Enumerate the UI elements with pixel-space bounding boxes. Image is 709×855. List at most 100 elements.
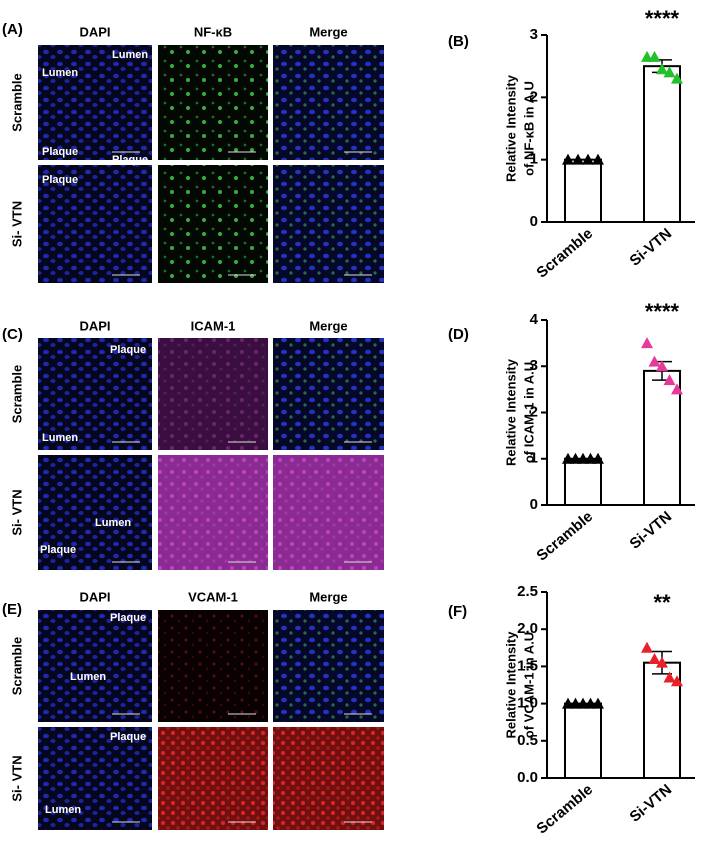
- micrograph: [38, 455, 152, 570]
- y-tick-label: 2.0: [517, 620, 538, 637]
- micrograph: [273, 165, 384, 283]
- row-label: Scramble: [9, 73, 24, 132]
- micrograph: [158, 727, 268, 830]
- micrograph: [38, 45, 152, 160]
- data-point: [663, 671, 676, 683]
- bar: [643, 65, 681, 223]
- y-tick-label: 2: [530, 88, 538, 105]
- significance: ****: [645, 299, 680, 324]
- y-axis-label: Relative Intensity: [503, 631, 518, 739]
- y-axis-label: of NF-κB in A.U: [521, 81, 536, 176]
- y-tick-label: 1: [530, 151, 538, 168]
- column-header: ICAM-1: [191, 318, 236, 333]
- image-annotation: Plaque: [42, 146, 78, 158]
- bar: [564, 457, 602, 506]
- y-tick-label: 2.5: [517, 583, 538, 600]
- charts: (B)Relative Intensity of NF-κB in A.U0123…: [448, 6, 695, 838]
- y-tick-label: 1.0: [517, 695, 538, 712]
- image-annotation: Plaque: [112, 154, 148, 166]
- row-label: Si- VTN: [9, 755, 24, 801]
- row-label: Si- VTN: [9, 489, 24, 535]
- data-point: [592, 452, 604, 464]
- significance: ****: [645, 6, 680, 31]
- column-header: DAPI: [79, 318, 110, 333]
- micrograph: [158, 45, 268, 160]
- image-panels: (A) DAPI NF-κB Merge Scramble Si- VTN Lumen Lum…: [2, 21, 384, 830]
- x-tick-label: Scramble: [533, 781, 596, 837]
- data-point: [641, 641, 653, 653]
- micrograph: [38, 727, 152, 830]
- data-point: [656, 63, 668, 75]
- column-header: DAPI: [79, 589, 110, 604]
- data-point: [671, 675, 683, 687]
- data-point: [572, 153, 584, 165]
- x-tick-label: Si-VTN: [627, 508, 676, 553]
- x-tick-label: Si-VTN: [627, 225, 676, 270]
- x-tick-label: Scramble: [533, 225, 596, 281]
- column-header: VCAM-1: [188, 589, 238, 604]
- y-tick-label: 0: [530, 213, 538, 230]
- panel-label: (F): [448, 603, 467, 620]
- data-point: [562, 153, 574, 165]
- data-point: [663, 66, 676, 78]
- column-header: DAPI: [79, 24, 110, 39]
- image-annotation: Lumen: [45, 804, 81, 816]
- y-axis-label: of VCAM-1 in A.U: [521, 632, 536, 738]
- column-header: Merge: [309, 24, 347, 39]
- image-annotation: Lumen: [42, 432, 78, 444]
- data-point: [648, 355, 661, 367]
- y-tick-label: 3: [530, 26, 538, 43]
- micrograph: [273, 610, 384, 722]
- bar: [564, 702, 602, 779]
- micrograph: [273, 455, 384, 570]
- data-point: [671, 383, 683, 395]
- image-annotation: Lumen: [42, 67, 78, 79]
- data-point: [656, 656, 668, 668]
- y-tick-label: 0.5: [517, 732, 538, 749]
- y-tick-label: 2: [530, 403, 538, 420]
- micrograph: [273, 727, 384, 830]
- micrograph: [38, 338, 152, 450]
- data-point: [671, 72, 683, 84]
- micrograph: [158, 165, 268, 283]
- micrograph: [158, 610, 268, 722]
- micrograph: [273, 45, 384, 160]
- y-tick-label: 0.0: [517, 769, 538, 786]
- data-point: [592, 697, 604, 709]
- data-point: [592, 153, 604, 165]
- panel-label: (B): [448, 33, 469, 50]
- micrograph: [158, 338, 268, 450]
- image-annotation: Lumen: [112, 49, 148, 61]
- y-tick-label: 1: [530, 450, 538, 467]
- panel-label: (A): [2, 21, 23, 38]
- x-tick-label: Si-VTN: [627, 781, 676, 826]
- x-tick-label: Scramble: [533, 508, 596, 564]
- y-axis-label: Relative Intensity: [503, 74, 518, 182]
- y-tick-label: 3: [530, 357, 538, 374]
- y-axis-label: of ICAM-1 in A.U: [521, 362, 536, 463]
- bar: [564, 158, 602, 224]
- micrograph: [38, 610, 152, 722]
- column-header: Merge: [309, 318, 347, 333]
- image-annotation: Plaque: [110, 612, 146, 624]
- image-annotation: Plaque: [40, 544, 76, 556]
- y-tick-label: 1.5: [517, 657, 538, 674]
- image-annotation: Lumen: [70, 671, 106, 683]
- data-point: [582, 153, 594, 165]
- y-tick-label: 0: [530, 496, 538, 513]
- y-tick-label: 4: [530, 311, 539, 328]
- row-label: Scramble: [9, 365, 24, 424]
- data-point: [641, 337, 653, 349]
- image-annotation: Plaque: [42, 174, 78, 186]
- row-label: Scramble: [9, 637, 24, 696]
- data-point: [663, 374, 676, 386]
- data-point: [648, 50, 661, 62]
- panel-label: (C): [2, 326, 23, 343]
- micrograph: [158, 455, 268, 570]
- image-annotation: Plaque: [110, 344, 146, 356]
- row-label: Si- VTN: [9, 201, 24, 247]
- panel-label: (E): [2, 601, 22, 618]
- image-annotation: Lumen: [95, 517, 131, 529]
- image-annotation: Plaque: [110, 731, 146, 743]
